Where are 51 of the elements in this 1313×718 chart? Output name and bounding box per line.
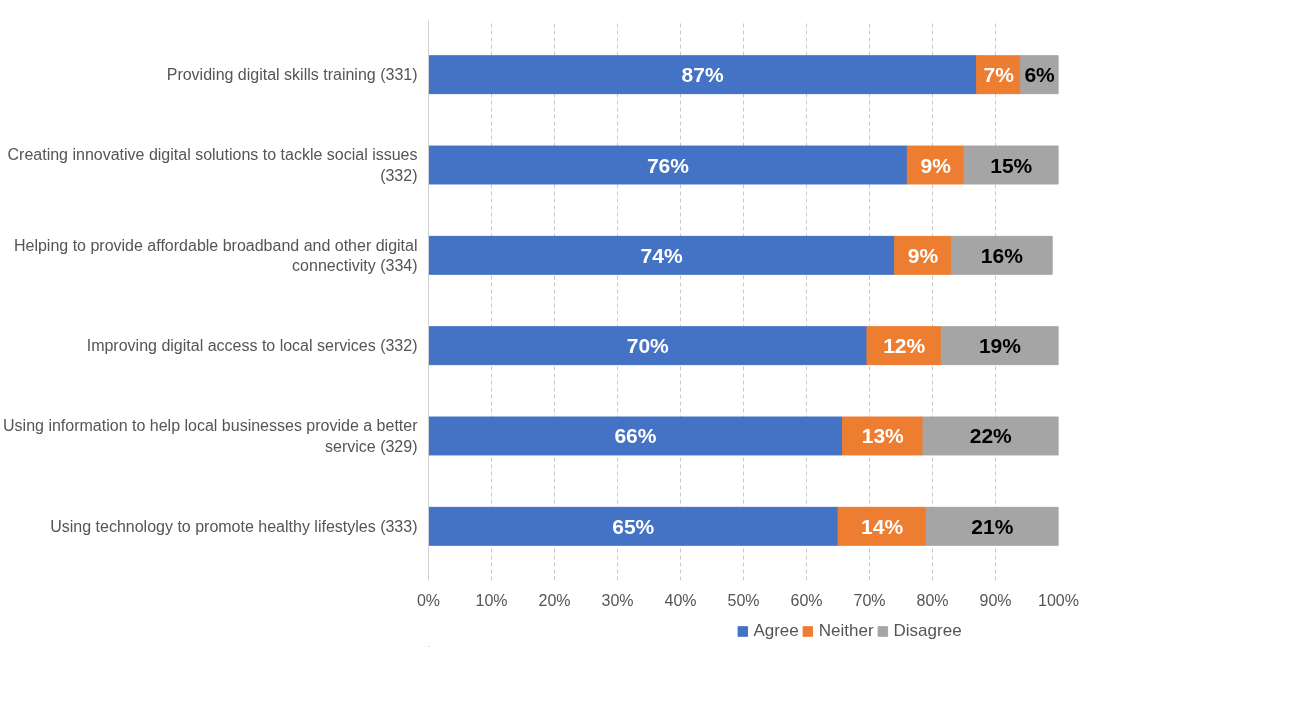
data-label: 74% (640, 243, 683, 267)
data-label: 14% (861, 514, 904, 538)
data-label: 19% (978, 334, 1022, 358)
x-tick-label: 90% (979, 591, 1012, 609)
data-label: 87% (681, 63, 724, 87)
data-label: 70% (626, 334, 670, 358)
legend-label: Disagree (893, 621, 962, 641)
bar (925, 506, 1059, 546)
bar (950, 235, 1053, 275)
bar (963, 145, 1059, 185)
data-label: 9% (920, 153, 952, 177)
y-tick-label: Creating innovative digital solutions to tackle social issues (332) (7, 146, 418, 184)
data-label: 21% (971, 514, 1014, 538)
x-tick-label: 60% (790, 591, 823, 609)
bar (428, 416, 843, 456)
x-tick-label: 0% (416, 591, 441, 609)
x-tick-label: 80% (916, 591, 949, 609)
y-tick-label: Providing digital skills training (331) (166, 66, 418, 84)
x-tick-label: 30% (601, 591, 634, 609)
data-label: 9% (907, 243, 939, 267)
x-tick-label: 100% (1038, 591, 1079, 609)
bar (428, 326, 868, 366)
data-label: 7% (983, 63, 1015, 87)
y-tick-label: Improving digital access to local services (332) (86, 337, 418, 355)
bar (428, 55, 978, 95)
data-label: 65% (612, 514, 655, 538)
bar (922, 416, 1059, 456)
x-tick-label: 40% (664, 591, 697, 609)
y-tick-label: Helping to provide affordable broadband and other digital connectivity (334) (13, 236, 418, 275)
legend-label: Agree (753, 621, 799, 641)
data-label: 6% (1024, 63, 1056, 87)
x-tick-label: 70% (853, 591, 886, 609)
data-label: 15% (990, 153, 1033, 177)
bar (940, 326, 1059, 366)
x-tick-label: 50% (727, 591, 760, 609)
x-tick-label: 20% (538, 591, 571, 609)
bar (837, 506, 927, 546)
data-label: 66% (614, 424, 657, 448)
bar (428, 235, 896, 275)
data-label: 22% (969, 424, 1013, 448)
bar (841, 416, 924, 456)
data-label: 13% (861, 424, 905, 448)
data-label: 16% (980, 243, 1024, 267)
bar (428, 145, 908, 185)
y-tick-label: Using information to help local businesses provide a better service (329) (3, 417, 419, 455)
data-label: 76% (646, 153, 690, 177)
bar (428, 506, 839, 546)
data-label: 12% (883, 334, 926, 358)
y-tick-label: Using technology to promote healthy lifestyles (333) (50, 517, 418, 535)
x-tick-label: 10% (475, 591, 508, 609)
legend-label: Neither (818, 621, 874, 641)
